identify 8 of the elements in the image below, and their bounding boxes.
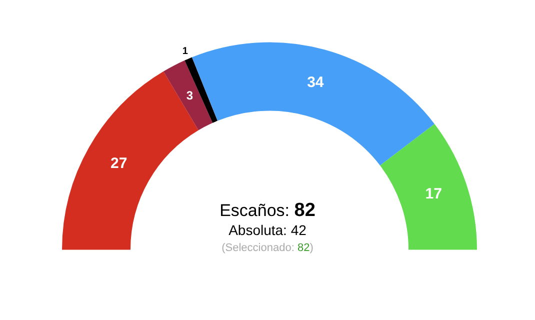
data-label: 3	[186, 88, 194, 102]
data-label: 34	[307, 74, 324, 91]
text: (Seleccionado: 82)	[220, 241, 314, 256]
data-label: 1	[182, 46, 188, 58]
text: Absoluta: 42	[228, 221, 308, 239]
text: Escaños: 82	[220, 200, 316, 221]
data-label: 27	[110, 155, 128, 172]
data-label: 17	[425, 185, 442, 202]
